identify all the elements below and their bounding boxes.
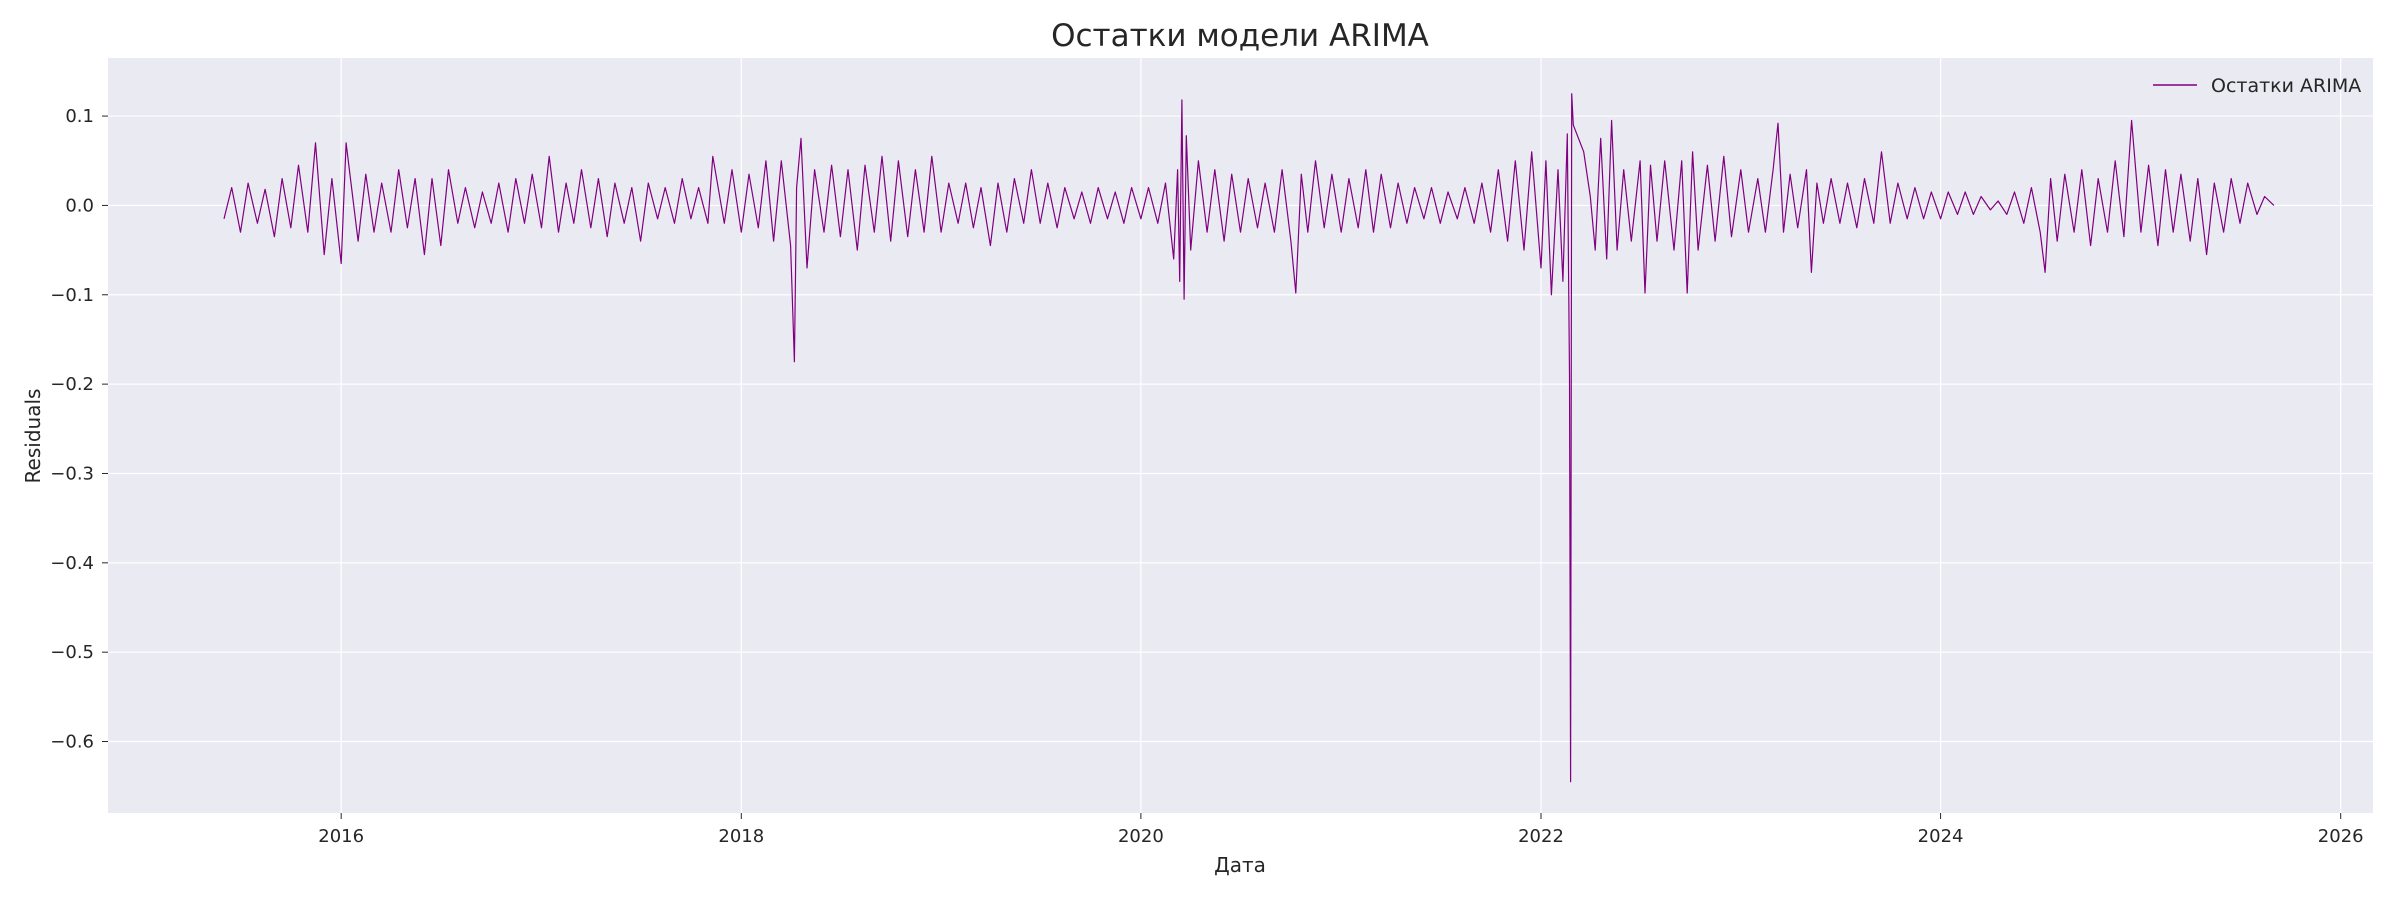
y-tick-label: 0.1: [65, 106, 94, 127]
x-tick-label: 2022: [1518, 826, 1564, 847]
axis-ticks: 2016 2018 2020 2022 2024 2026 0.1 0.0 −0.1 −0.2 −0…: [50, 106, 2363, 847]
y-tick-label: −0.6: [50, 732, 94, 753]
chart-title: Остатки модели ARIMA: [1051, 18, 1429, 54]
x-tick-label: 2016: [318, 826, 364, 847]
x-axis-label: Дата: [1214, 853, 1266, 877]
x-tick-label: 2024: [1918, 826, 1964, 847]
y-axis-label: Residuals: [21, 389, 45, 484]
y-tick-label: −0.3: [50, 463, 94, 484]
y-tick-label: −0.2: [50, 374, 94, 395]
x-tick-label: 2026: [2318, 826, 2364, 847]
y-tick-label: −0.1: [50, 285, 94, 306]
x-tick-label: 2018: [718, 826, 764, 847]
legend: Остатки ARIMA: [2153, 75, 2361, 97]
y-tick-label: −0.5: [50, 642, 94, 663]
grid-lines: [108, 58, 2373, 813]
y-tick-label: 0.0: [65, 195, 94, 216]
series-layer: [223, 93, 2275, 783]
series-line-residuals: [223, 93, 2275, 783]
plot-background: [108, 58, 2373, 813]
y-tick-label: −0.4: [50, 553, 94, 574]
x-tick-label: 2020: [1118, 826, 1164, 847]
legend-label: Остатки ARIMA: [2211, 75, 2361, 97]
